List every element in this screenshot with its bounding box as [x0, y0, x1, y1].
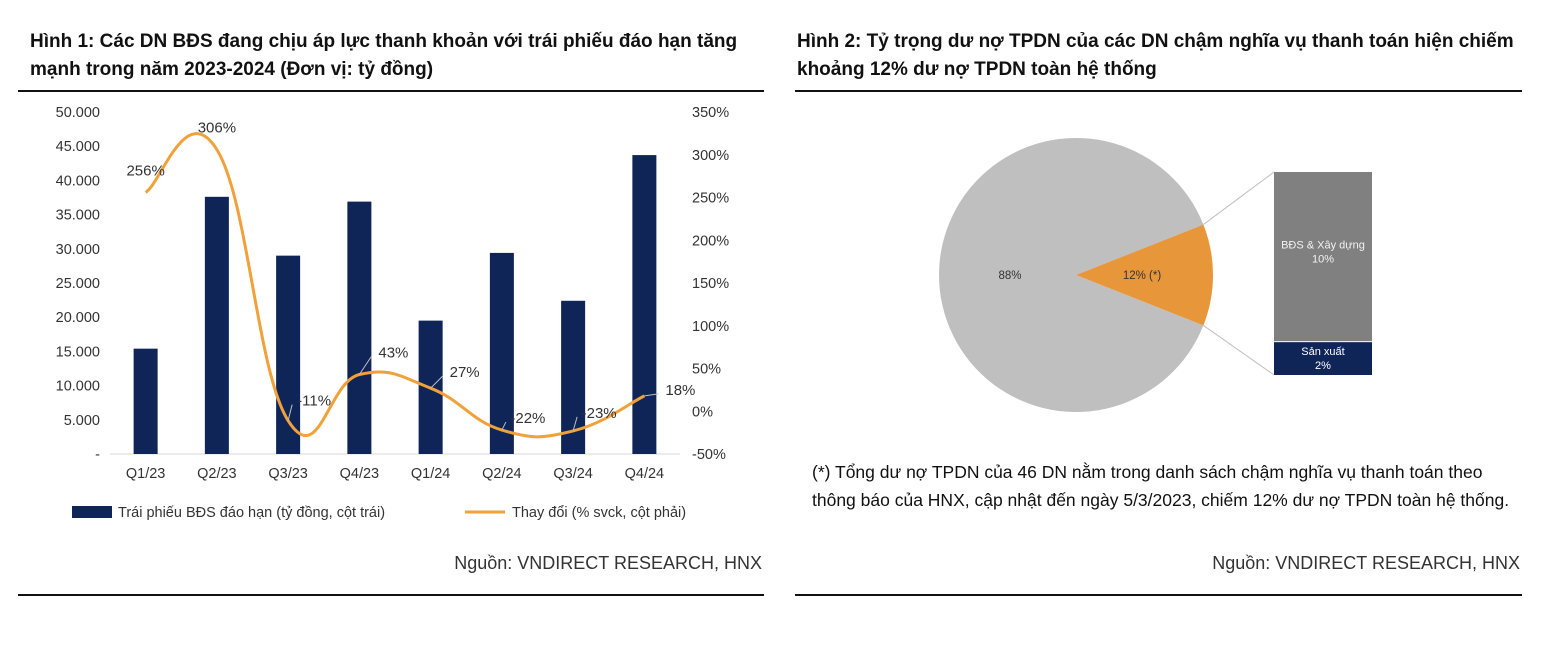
data-label-leader [287, 404, 293, 421]
data-label-leader [430, 375, 443, 389]
x-tick-label: Q1/23 [126, 466, 166, 482]
x-tick-label: Q2/24 [482, 466, 522, 482]
y-left-tick-label: - [95, 447, 100, 463]
x-tick-label: Q3/24 [553, 466, 593, 482]
y-left-tick-label: 5.000 [64, 413, 100, 429]
bottom-rule [18, 594, 764, 596]
footnote: (*) Tổng dư nợ TPDN của 46 DN nằm trong … [812, 462, 1510, 510]
bar [347, 201, 372, 454]
data-label-leader [572, 416, 578, 432]
y-left-tick-label: 15.000 [56, 344, 100, 360]
bottom-rule [795, 594, 1522, 596]
y-right-tick-label: 200% [692, 233, 729, 249]
bar [133, 348, 158, 454]
top-rule [18, 90, 764, 92]
x-tick-label: Q4/24 [625, 466, 665, 482]
y-right-tick-label: 0% [692, 404, 713, 420]
data-label: 27% [450, 364, 480, 381]
connector-line-bottom [1203, 325, 1275, 376]
y-left-tick-label: 45.000 [56, 139, 100, 155]
data-label-leader [358, 356, 372, 375]
y-left-tick-label: 25.000 [56, 276, 100, 292]
data-label: -23% [582, 405, 617, 422]
stack-segment-bottom [1274, 342, 1372, 375]
stack-label-name: BĐS & Xây dựng [1281, 240, 1365, 252]
data-label: 43% [378, 344, 408, 361]
pie-label-main: 88% [998, 270, 1021, 282]
top-rule [795, 90, 1522, 92]
y-left-tick-label: 30.000 [56, 242, 100, 258]
bar [204, 196, 229, 454]
bar [632, 155, 657, 455]
y-right-tick-label: -50% [692, 447, 726, 463]
chart-title-2: Hình 2: Tỷ trọng dư nợ TPDN của các DN c… [797, 31, 1514, 80]
y-right-tick-label: 150% [692, 276, 729, 292]
stack-label-value: 2% [1315, 360, 1331, 372]
connector-line-top [1203, 171, 1275, 225]
change-series-line [144, 132, 646, 439]
stack-label-name: Sản xuất [1301, 346, 1344, 358]
x-tick-label: Q2/23 [197, 466, 237, 482]
pie-label-highlight: 12% (*) [1123, 270, 1162, 282]
data-label: 306% [198, 120, 236, 137]
pie-slice-main [939, 138, 1204, 412]
source-text-1: Nguồn: VNDIRECT RESEARCH, HNX [454, 553, 762, 573]
panel-bond-maturity: Hình 1: Các DN BĐS đang chịu áp lực than… [18, 31, 764, 596]
y-right-tick-label: 300% [692, 148, 729, 164]
bar [276, 255, 301, 454]
data-label-leader [501, 421, 507, 431]
legend-swatch-bar [72, 506, 112, 518]
y-right-tick-label: 350% [692, 105, 729, 121]
pie-chart: 88% 12% (*) BĐS & Xây dựng 10% Sản xuất 2% [939, 138, 1372, 412]
chart-title-1: Hình 1: Các DN BĐS đang chịu áp lực than… [30, 31, 738, 80]
legend-label-bar: Trái phiếu BĐS đáo hạn (tỷ đồng, cột trá… [118, 505, 385, 521]
y-left-tick-label: 50.000 [56, 105, 100, 121]
y-right-tick-label: 250% [692, 191, 729, 207]
y-left-tick-label: 40.000 [56, 173, 100, 189]
combo-chart: - 5.000 10.000 15.000 20.000 25.000 30.000 35.0… [56, 105, 730, 521]
bar [489, 252, 514, 454]
source-text-2: Nguồn: VNDIRECT RESEARCH, HNX [1212, 553, 1520, 573]
data-label: -22% [510, 410, 545, 427]
y-right-tick-label: 50% [692, 362, 721, 378]
x-tick-label: Q4/23 [340, 466, 380, 482]
stack-label-value: 10% [1312, 254, 1334, 266]
pie-slice-highlight [1076, 224, 1213, 326]
stack-segment-top [1274, 172, 1372, 342]
panel-default-share: Hình 2: Tỷ trọng dư nợ TPDN của các DN c… [780, 0, 1558, 660]
x-tick-label: Q1/24 [411, 466, 451, 482]
data-label-leader [644, 393, 659, 397]
data-label: 256% [126, 162, 164, 179]
y-left-tick-label: 35.000 [56, 208, 100, 224]
x-tick-label: Q3/23 [268, 466, 308, 482]
y-left-tick-label: 20.000 [56, 310, 100, 326]
legend-label-line: Thay đổi (% svck, cột phải) [512, 505, 686, 521]
y-right-tick-label: 100% [692, 319, 729, 335]
data-label: -11% [297, 393, 331, 410]
y-left-tick-label: 10.000 [56, 379, 100, 395]
data-label: 18% [665, 382, 695, 399]
